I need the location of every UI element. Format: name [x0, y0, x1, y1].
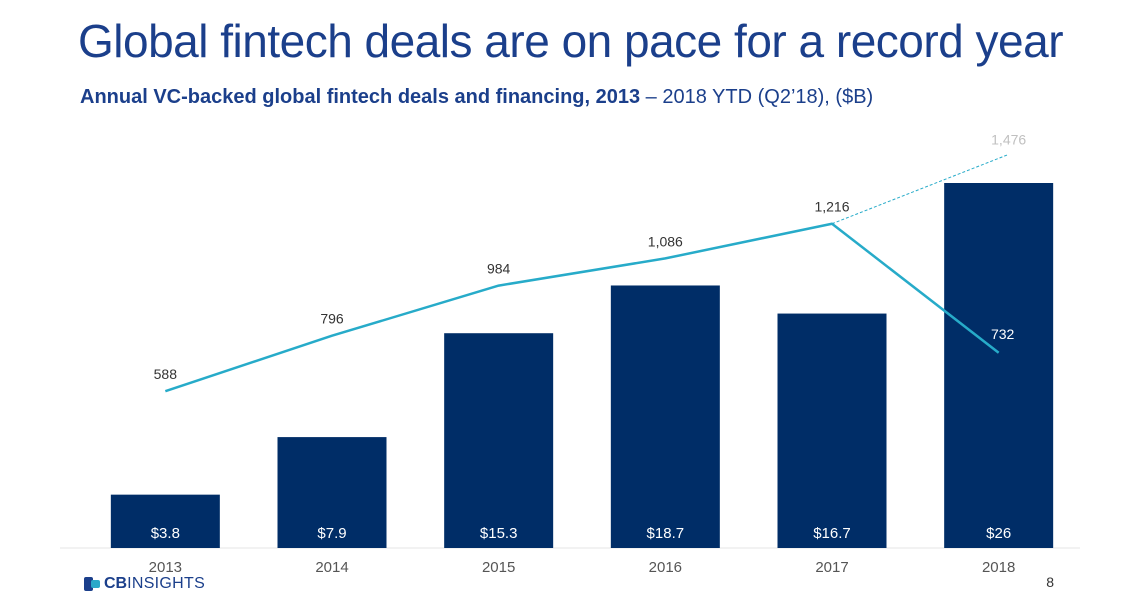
bar-2013: [110, 494, 220, 548]
x-tick-2018: 2018: [982, 559, 1015, 576]
bar-2017: [777, 313, 887, 548]
chart-subtitle: Annual VC-backed global fintech deals an…: [80, 86, 873, 109]
deals-line-group: [164, 222, 1000, 393]
line-labels-group: 588 796 984 1,086 1,216 732: [154, 199, 1015, 382]
bar-value-label-2018: $26: [986, 525, 1011, 542]
projection-line: [831, 153, 1009, 225]
bar-value-label-2016: $18.7: [647, 525, 685, 542]
x-tick-2013: 2013: [149, 559, 182, 576]
line-value-label-2015: 984: [487, 261, 511, 277]
bar-labels-group: $3.8 $7.9 $15.3 $18.7 $16.7 $26: [151, 525, 1011, 542]
cb-logo-icon: [84, 577, 100, 591]
cb-insights-logo: CB INSIGHTS: [84, 574, 205, 594]
bar-value-label-2013: $3.8: [151, 525, 180, 542]
deals-line: [164, 222, 1000, 393]
bar-value-label-2015: $15.3: [480, 525, 518, 542]
x-tick-2015: 2015: [482, 559, 515, 576]
logo-cb-text: CB: [104, 575, 128, 592]
bar-2018: [944, 183, 1054, 548]
line-value-label-2016: 1,086: [648, 233, 683, 249]
line-value-label-2018: 732: [991, 326, 1015, 342]
x-tick-2017: 2017: [815, 559, 848, 576]
line-value-label-2013: 588: [154, 366, 178, 382]
line-value-label-2014: 796: [320, 311, 344, 327]
line-value-label-2017: 1,216: [814, 199, 849, 215]
page-number: 8: [1046, 574, 1054, 590]
projection-label: 1,476: [991, 131, 1026, 147]
subtitle-period: – 2018 YTD (Q2’18), ($B): [640, 86, 874, 108]
bar-2015: [444, 333, 554, 548]
bar-value-label-2017: $16.7: [813, 525, 851, 542]
subtitle-main: Annual VC-backed global fintech deals an…: [80, 86, 641, 108]
logo-insights-text: INSIGHTS: [127, 575, 206, 592]
bar-value-label-2014: $7.9: [317, 525, 346, 542]
x-tick-2016: 2016: [649, 559, 682, 576]
projection-group: 1,476: [831, 131, 1026, 225]
bars-group: [110, 183, 1054, 548]
x-tick-2014: 2014: [315, 559, 348, 576]
bar-2014: [277, 437, 387, 548]
page-title: Global fintech deals are on pace for a r…: [78, 15, 1064, 67]
bar-2016: [610, 285, 720, 548]
x-axis-ticks: 2013 2014 2015 2016 2017 2018: [149, 559, 1016, 576]
